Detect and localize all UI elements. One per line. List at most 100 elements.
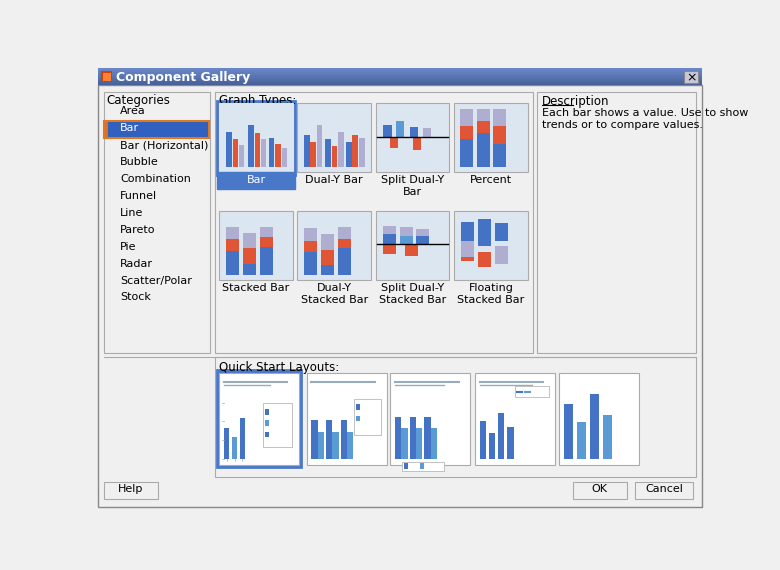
Bar [326,420,332,459]
Bar [103,73,111,81]
Bar [339,238,351,248]
Bar [431,428,437,459]
Text: Bar (Horizontal): Bar (Horizontal) [120,140,208,150]
Bar [98,77,702,78]
Bar [423,128,431,137]
Bar [636,482,693,499]
Bar [311,420,317,459]
Bar [104,92,210,353]
Bar [317,431,324,459]
Bar [338,132,344,167]
Bar [282,148,287,167]
Text: Area: Area [120,106,146,116]
Bar [105,121,209,138]
Bar [507,427,513,459]
Bar [98,84,702,86]
Bar [98,72,702,73]
Bar [404,463,409,469]
Bar [402,462,445,471]
Text: Line: Line [120,208,144,218]
Bar [454,103,527,172]
Bar [226,238,239,251]
Bar [356,404,360,410]
Text: Quick Start Layouts:: Quick Start Layouts: [219,361,339,374]
Text: Bar: Bar [120,123,139,133]
Bar [573,482,627,499]
Bar [395,121,404,137]
Bar [98,74,702,75]
Bar [346,142,352,167]
Bar [376,211,449,280]
Bar [243,233,256,248]
Bar [101,71,112,82]
Bar [402,428,408,459]
Bar [105,121,108,137]
Bar [480,421,486,459]
Bar [498,413,505,459]
Bar [224,428,229,459]
Bar [477,121,490,133]
Bar [304,253,317,275]
Text: Pie: Pie [120,242,136,251]
Bar [321,234,335,250]
Bar [98,75,702,76]
Bar [459,126,473,139]
Bar [390,137,399,148]
Bar [383,234,395,245]
Bar [461,222,474,245]
Bar [264,409,269,415]
Bar [495,246,508,264]
Bar [98,79,702,80]
Text: Component Gallery: Component Gallery [116,71,250,84]
Bar [489,433,495,459]
Bar [98,69,702,70]
Text: Categories: Categories [107,94,171,107]
Bar [495,223,508,241]
Bar [239,145,244,167]
Bar [98,82,702,83]
Text: Floating
Stacked Bar: Floating Stacked Bar [457,283,524,305]
Bar [243,264,256,275]
Bar [254,133,260,167]
Bar [232,139,238,167]
Text: Stock: Stock [120,292,151,303]
Bar [494,109,506,126]
Bar [325,139,331,167]
Bar [297,211,371,280]
Bar [417,235,429,245]
Bar [261,139,267,167]
Bar [98,81,702,82]
Bar [339,248,351,275]
Bar [332,146,338,167]
Bar [269,138,275,167]
Bar [98,76,702,77]
Bar [424,417,431,459]
Bar [399,227,413,236]
Bar [356,416,360,421]
Bar [384,125,392,137]
Bar [383,245,395,254]
Text: Cancel: Cancel [645,484,683,494]
Bar [217,370,301,467]
Bar [304,135,310,167]
Bar [263,403,292,447]
Bar [98,80,702,81]
Bar [383,226,395,234]
Bar [297,103,371,172]
Text: Help: Help [118,484,144,494]
Bar [226,227,239,238]
Bar [410,127,418,137]
Bar [459,109,473,126]
Bar [226,132,232,167]
Text: Bar: Bar [246,174,265,185]
Bar [564,404,573,459]
Bar [477,109,490,121]
Bar [243,248,256,264]
Bar [264,431,269,437]
Bar [590,394,599,459]
Bar [260,247,273,275]
Text: Dual-Y Bar: Dual-Y Bar [306,176,363,185]
Bar [339,227,351,238]
Bar [217,101,295,174]
Bar [478,253,491,267]
